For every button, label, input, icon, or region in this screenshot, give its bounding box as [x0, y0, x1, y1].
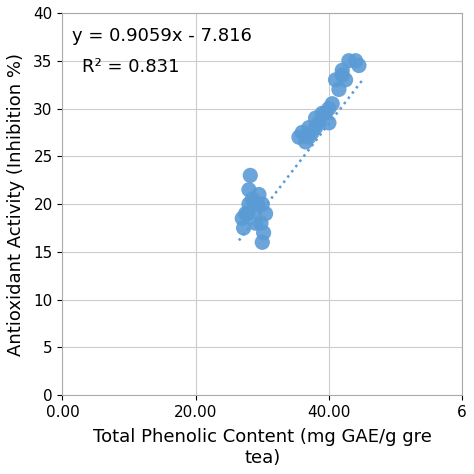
Point	[295, 133, 303, 141]
Point	[252, 219, 259, 227]
Point	[305, 133, 313, 141]
Point	[242, 210, 249, 218]
Point	[322, 109, 329, 117]
Point	[238, 215, 246, 222]
Point	[248, 195, 256, 203]
Point	[254, 201, 261, 208]
Point	[335, 86, 343, 93]
X-axis label: Total Phenolic Content (mg GAE/g gre
tea): Total Phenolic Content (mg GAE/g gre tea…	[93, 428, 432, 467]
Point	[245, 186, 253, 193]
Text: R² = 0.831: R² = 0.831	[82, 58, 180, 76]
Point	[257, 219, 265, 227]
Point	[246, 172, 254, 179]
Point	[258, 238, 266, 246]
Text: y = 0.9059x - 7.816: y = 0.9059x - 7.816	[73, 27, 252, 46]
Point	[338, 71, 346, 79]
Point	[260, 229, 267, 237]
Point	[325, 105, 333, 112]
Point	[244, 210, 251, 218]
Point	[309, 128, 316, 136]
Point	[312, 124, 319, 131]
Point	[299, 128, 306, 136]
Y-axis label: Antioxidant Activity (Inhibition %): Antioxidant Activity (Inhibition %)	[7, 53, 25, 356]
Point	[262, 210, 269, 218]
Point	[252, 205, 259, 213]
Point	[315, 119, 323, 127]
Point	[338, 66, 346, 74]
Point	[302, 138, 310, 146]
Point	[305, 124, 313, 131]
Point	[345, 57, 353, 64]
Point	[332, 76, 339, 83]
Point	[319, 109, 326, 117]
Point	[245, 201, 253, 208]
Point	[328, 100, 336, 108]
Point	[255, 191, 263, 198]
Point	[258, 201, 266, 208]
Point	[250, 201, 258, 208]
Point	[312, 114, 319, 122]
Point	[325, 119, 333, 127]
Point	[342, 76, 349, 83]
Point	[355, 62, 363, 69]
Point	[240, 224, 247, 232]
Point	[352, 57, 359, 64]
